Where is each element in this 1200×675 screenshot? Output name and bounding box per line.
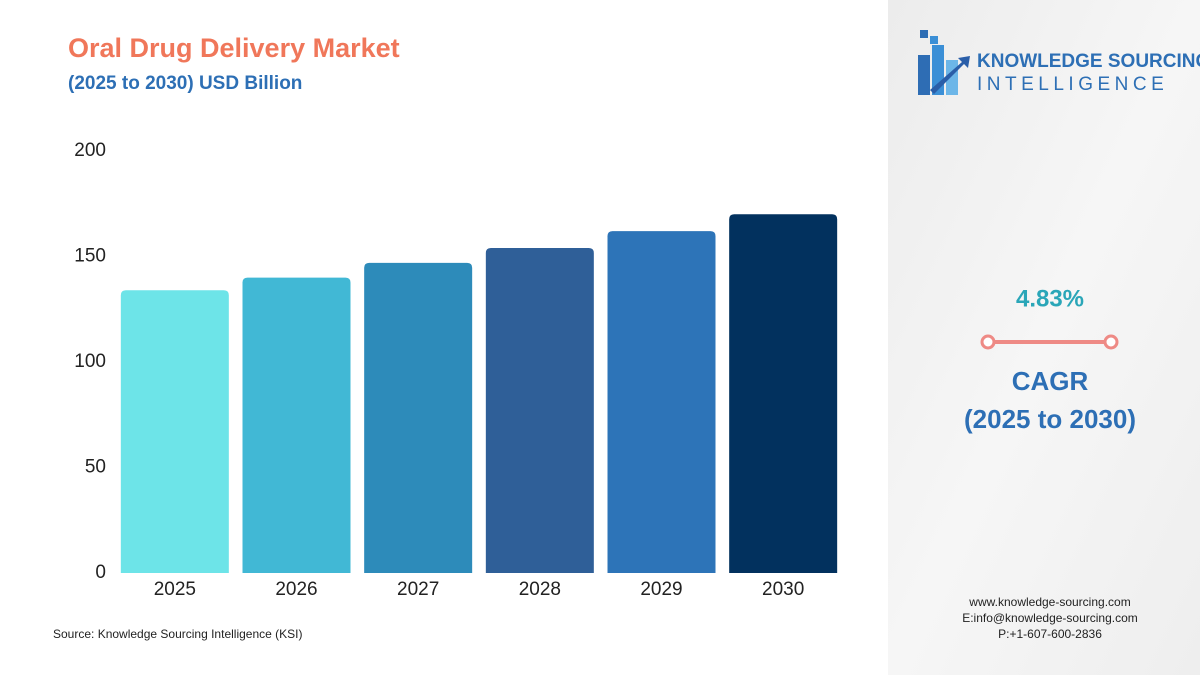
x-tick-label: 2026 [275, 579, 317, 600]
x-tick-label: 2027 [397, 579, 439, 600]
y-tick-label: 150 [74, 246, 106, 267]
cagr-label: CAGR [1012, 366, 1089, 396]
chart-subtitle: (2025 to 2030) USD Billion [68, 73, 302, 94]
source: Source: Knowledge Sourcing Intelligence … [53, 627, 302, 641]
contact: P:+1-607-600-2836 [998, 627, 1102, 641]
logo-text: INTELLIGENCE [977, 74, 1168, 95]
y-tick-label: 100 [74, 351, 106, 372]
side-panel [888, 0, 1200, 675]
plot: 0 50 100 150 200 2025 2026 2027 2028 2029 2030 [74, 140, 838, 600]
bar [242, 277, 351, 573]
cagr-period: (2025 to 2030) [964, 404, 1136, 434]
logo-icon [918, 30, 970, 95]
y-tick-label: 0 [95, 562, 106, 583]
cagr-value: 4.83% [1016, 285, 1084, 312]
bar [120, 290, 229, 573]
x-tick-label: 2030 [762, 579, 804, 600]
bar [364, 262, 473, 573]
bar [607, 231, 716, 573]
y-tick-label: 200 [74, 140, 106, 161]
logo-text: KNOWLEDGE SOURCING [977, 51, 1200, 72]
y-tick-label: 50 [85, 457, 106, 478]
bar [729, 214, 838, 574]
contact: www.knowledge-sourcing.com [968, 595, 1130, 609]
x-tick-label: 2028 [519, 579, 561, 600]
chart-title: Oral Drug Delivery Market [68, 33, 400, 63]
x-tick-label: 2025 [154, 579, 196, 600]
bar [485, 248, 594, 573]
divider-dot [1103, 334, 1119, 350]
x-tick-label: 2029 [640, 579, 682, 600]
divider-dot [980, 334, 996, 350]
contact: E:info@knowledge-sourcing.com [962, 611, 1138, 625]
